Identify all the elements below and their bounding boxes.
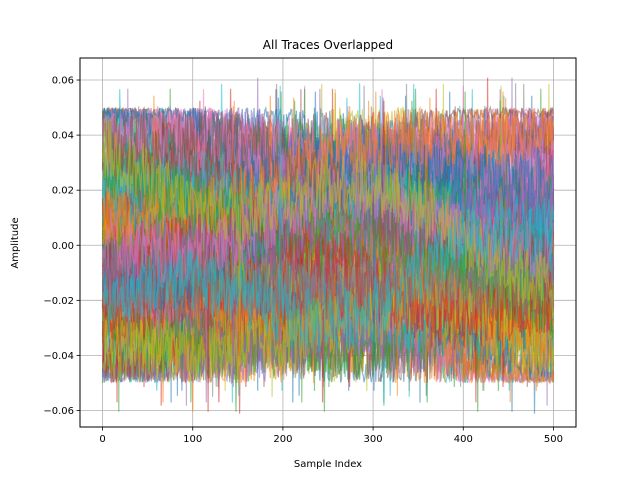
x-tick-label: 100 <box>183 434 202 445</box>
x-tick-label: 500 <box>544 434 563 445</box>
chart-title: All Traces Overlapped <box>263 38 393 52</box>
x-axis-label: Sample Index <box>294 459 362 470</box>
trace-line <box>101 117 554 387</box>
trace-line <box>101 106 555 328</box>
y-tick-label: 0.06 <box>52 76 74 87</box>
trace-lines <box>101 77 555 414</box>
plot-frame <box>79 57 577 428</box>
x-tick-label: 400 <box>454 434 473 445</box>
y-tick-label: −0.02 <box>43 296 74 307</box>
trace-line <box>101 85 555 352</box>
y-tick-label: 0.02 <box>52 186 74 197</box>
y-axis-ticks: −0.06 −0.04 −0.02 0.00 0.02 0.04 0.06 <box>43 76 80 417</box>
y-tick-label: 0.04 <box>52 131 74 142</box>
y-tick-label: 0.00 <box>52 241 74 252</box>
x-tick-label: 0 <box>99 434 105 445</box>
x-tick-label: 300 <box>364 434 383 445</box>
x-tick-label: 200 <box>273 434 292 445</box>
y-tick-label: −0.06 <box>43 406 74 417</box>
trace-line <box>101 89 555 204</box>
y-axis-label: Amplitude <box>10 217 21 268</box>
y-tick-label: −0.04 <box>43 351 74 362</box>
x-axis-ticks: 0 100 200 300 400 500 <box>99 427 563 445</box>
